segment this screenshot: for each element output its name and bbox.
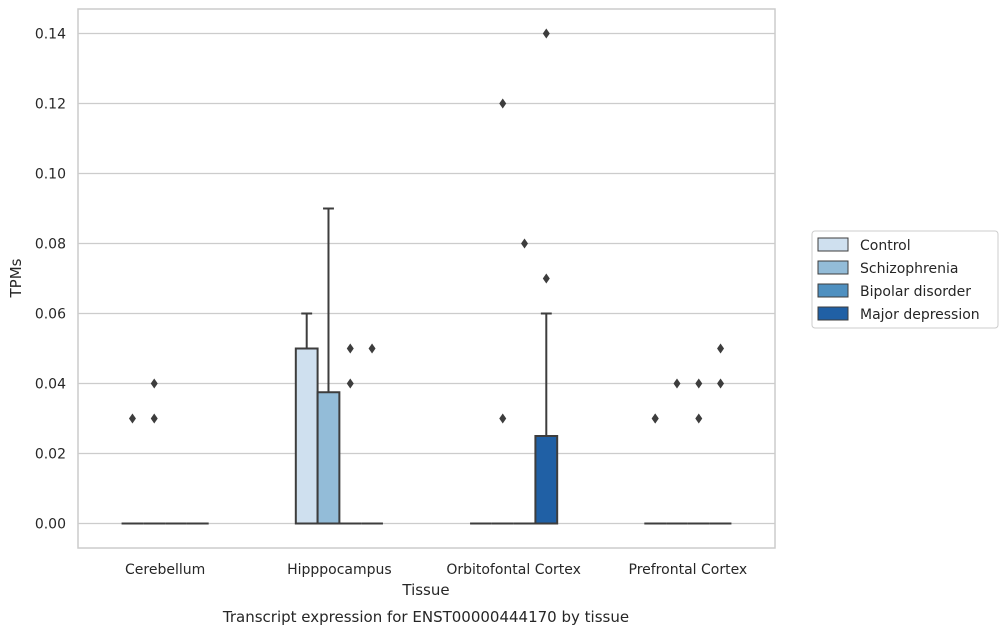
plot-frame — [77, 8, 776, 549]
legend-frame — [811, 230, 999, 329]
legend-swatch — [817, 237, 849, 252]
x-axis-ticks: Cerebellum Hipppocampus Orbitofontal Corte… — [125, 562, 747, 578]
legend-label: Control — [860, 238, 911, 254]
outlier-point — [717, 378, 725, 389]
chart-caption: Transcript expression for ENST0000044417… — [222, 608, 629, 626]
legend-swatch — [817, 283, 849, 298]
outlier-point — [346, 378, 354, 389]
legend-label: Bipolar disorder — [860, 284, 971, 300]
outlier-point — [717, 343, 725, 354]
outlier-point — [128, 413, 136, 424]
y-tick-label: 0.02 — [35, 447, 66, 463]
box-body — [534, 435, 559, 525]
box-body — [294, 347, 319, 525]
box-prefrontal-cortex-bipolar-disorder — [687, 378, 710, 525]
legend-swatch — [817, 306, 849, 321]
box-body — [316, 391, 341, 525]
box-orbitofontal-cortex-bipolar-disorder — [513, 238, 536, 525]
legend-label: Major depression — [860, 307, 980, 323]
y-tick-label: 0.14 — [35, 27, 66, 43]
outlier-point — [695, 413, 703, 424]
outlier-point — [368, 343, 376, 354]
box-prefrontal-cortex-major-depression — [709, 343, 732, 525]
outlier-point — [499, 98, 507, 109]
y-tick-label: 0.04 — [35, 377, 66, 393]
legend-label: Schizophrenia — [860, 261, 958, 277]
x-axis-label: Tissue — [401, 581, 449, 599]
box-orbitofontal-cortex-major-depression — [534, 28, 559, 525]
box-hipppocampus-bipolar-disorder — [339, 343, 362, 525]
y-axis-ticks: 0.00 0.02 0.04 0.06 0.08 0.10 0.12 0.14 — [35, 27, 66, 533]
box-hipppocampus-major-depression — [361, 343, 383, 525]
y-axis-label: TPMs — [7, 258, 25, 298]
outlier-point — [695, 378, 703, 389]
box-prefrontal-cortex-control — [644, 413, 667, 525]
box-orbitofontal-cortex-schizophrenia — [491, 98, 514, 525]
y-tick-label: 0.10 — [35, 167, 66, 183]
outlier-point — [499, 413, 507, 424]
outlier-point — [651, 413, 659, 424]
x-tick-label: Prefrontal Cortex — [629, 562, 748, 578]
legend: Control Schizophrenia Bipolar disorder Majo… — [811, 230, 999, 329]
y-tick-label: 0.12 — [35, 97, 66, 113]
y-tick-label: 0.08 — [35, 237, 66, 253]
box-hipppocampus-schizophrenia — [316, 207, 341, 525]
x-tick-label: Hipppocampus — [287, 562, 392, 578]
box-prefrontal-cortex-schizophrenia — [666, 378, 688, 525]
outlier-point — [521, 238, 529, 249]
legend-swatch — [817, 260, 849, 275]
box-cerebellum-schizophrenia — [143, 378, 166, 525]
y-tick-label: 0.00 — [35, 517, 66, 533]
x-tick-label: Orbitofontal Cortex — [446, 562, 581, 578]
box-hipppocampus-control — [294, 312, 319, 525]
outlier-point — [346, 343, 354, 354]
outlier-point — [542, 28, 550, 39]
box-cerebellum-control — [121, 413, 144, 525]
outlier-point — [673, 378, 681, 389]
plot-area — [121, 28, 732, 525]
outlier-point — [150, 413, 158, 424]
y-tick-label: 0.06 — [35, 307, 66, 323]
outlier-point — [542, 273, 550, 284]
x-tick-label: Cerebellum — [125, 562, 205, 578]
outlier-point — [150, 378, 158, 389]
gridlines — [78, 32, 775, 525]
